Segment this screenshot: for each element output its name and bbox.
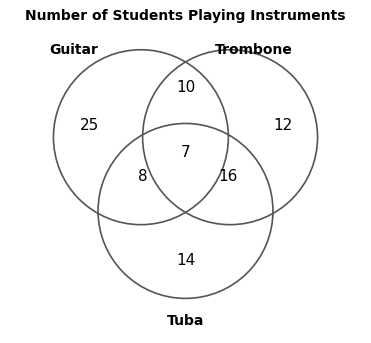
Text: 10: 10 xyxy=(176,80,195,95)
Text: 8: 8 xyxy=(138,169,147,184)
Text: 14: 14 xyxy=(176,253,195,268)
Text: Number of Students Playing Instruments: Number of Students Playing Instruments xyxy=(25,9,346,23)
Text: Trombone: Trombone xyxy=(215,43,293,57)
Text: 7: 7 xyxy=(181,145,190,160)
Text: 12: 12 xyxy=(274,118,293,133)
Text: 16: 16 xyxy=(219,169,238,184)
Text: 25: 25 xyxy=(80,118,99,133)
Text: Tuba: Tuba xyxy=(167,314,204,328)
Text: Guitar: Guitar xyxy=(50,43,98,57)
